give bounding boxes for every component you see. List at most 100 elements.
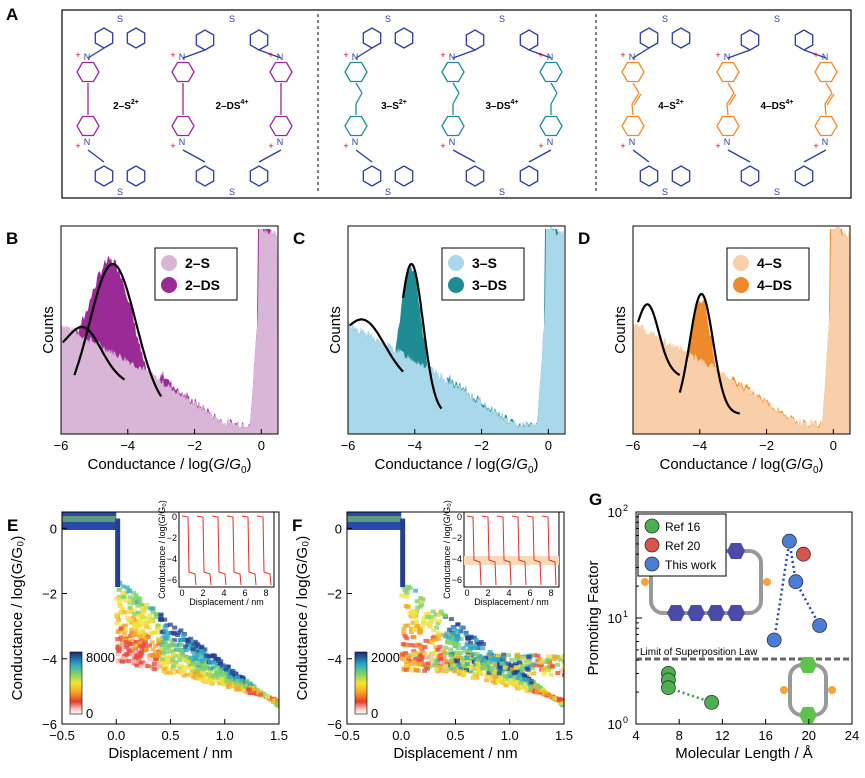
density-E-cell bbox=[116, 618, 122, 622]
hist-C-xlabel: Conductance / log(G/G0) bbox=[375, 456, 539, 476]
density-F-cell bbox=[464, 667, 469, 672]
density-F-cell bbox=[452, 669, 458, 674]
density-F-cell bbox=[517, 660, 523, 665]
density-F-plot bbox=[347, 512, 564, 710]
hist-B-legend-mono: 2–S bbox=[185, 255, 210, 271]
density-F-cell bbox=[484, 678, 490, 683]
density-E-inset-xtick: 2 bbox=[200, 588, 205, 598]
density-F-cell bbox=[557, 655, 563, 660]
density-E-inset-xtick: 6 bbox=[242, 588, 247, 598]
scatter-ylabel: Promoting Factor bbox=[585, 560, 602, 675]
density-F-cell bbox=[418, 596, 424, 600]
scatter-xtick-label: 4 bbox=[632, 728, 639, 743]
density-F-cell bbox=[557, 696, 563, 701]
xlabel-part: 0 bbox=[528, 465, 534, 476]
group-3-mono-charge: 2+ bbox=[399, 99, 407, 106]
density-E-cell bbox=[120, 591, 126, 596]
hist-D-legend-mono: 4–S bbox=[757, 255, 782, 271]
density-F-cell bbox=[528, 663, 534, 667]
density-F-cell bbox=[419, 655, 425, 660]
panel-a-label: A bbox=[6, 5, 18, 24]
density-F-cell bbox=[506, 653, 511, 658]
density-F-cell bbox=[458, 629, 464, 634]
density-E-cell bbox=[232, 681, 238, 685]
density-E-cell bbox=[188, 663, 194, 667]
group-3-dimer-right-ring-top bbox=[539, 61, 563, 83]
density-E-cell bbox=[247, 687, 252, 692]
hist-B-legend-dimer: 2–DS bbox=[185, 277, 220, 293]
group-3-dimer-right-ring-bottom bbox=[539, 115, 563, 137]
density-E-cell bbox=[188, 670, 194, 675]
group-3-dimer-right-plus-top: + bbox=[538, 50, 543, 60]
scatter-legend-marker bbox=[644, 537, 660, 553]
scatter-g: Limit of Superposition Law Ref 16 Ref 20 Th… bbox=[585, 490, 859, 762]
hist-B-fit-dimer bbox=[73, 263, 163, 398]
group-3-mono-text: 3–S bbox=[381, 101, 399, 112]
density-F-cell bbox=[501, 652, 507, 657]
density-F-cell bbox=[422, 615, 427, 620]
density-F-cell bbox=[453, 636, 459, 641]
group-4-mono-side-link1 bbox=[632, 82, 640, 94]
group-4-dimer-arm-tr bbox=[803, 49, 827, 59]
density-F-cell bbox=[475, 666, 481, 671]
cartoon-dimer-unit bbox=[687, 605, 705, 621]
density-E-cell bbox=[197, 653, 203, 658]
density-E-cell bbox=[134, 626, 140, 631]
density-F-cell bbox=[499, 680, 505, 685]
hist-B-xtick-label: 0 bbox=[258, 438, 265, 453]
group-3-dimer-top-ph1 bbox=[465, 29, 485, 51]
density-F-cell bbox=[499, 661, 505, 666]
density-F-cell bbox=[501, 656, 507, 661]
series-this-work-point bbox=[782, 533, 797, 549]
density-E-cell bbox=[116, 600, 122, 605]
group-3-dimer-right-link1 bbox=[550, 82, 558, 94]
density-E-inset bbox=[178, 511, 275, 588]
density-F-cell bbox=[513, 665, 519, 670]
density-F-cell bbox=[515, 683, 521, 688]
density-E-cell bbox=[204, 662, 210, 667]
group-4-mono-side-link3 bbox=[631, 103, 634, 116]
density-E-cell bbox=[171, 638, 177, 643]
density-E-cell bbox=[143, 662, 149, 666]
density-E-cell bbox=[170, 657, 176, 662]
density-F-cell bbox=[424, 655, 430, 660]
density-F-cell bbox=[434, 625, 439, 630]
density-E-cell bbox=[146, 626, 152, 631]
density-F-cell bbox=[455, 634, 461, 639]
density-E-cell bbox=[201, 662, 207, 667]
group-2-dimer-left-ring-top bbox=[171, 61, 195, 83]
xlabel-part: / bbox=[797, 456, 802, 473]
density-E-cell bbox=[282, 706, 287, 710]
group-4-dimer-left-plus-bottom: + bbox=[715, 141, 720, 151]
density-F-cell bbox=[518, 681, 524, 685]
density-F-cell bbox=[460, 673, 466, 678]
group-4-dimer-right-plus-top: + bbox=[813, 50, 818, 60]
density-E-cell bbox=[153, 612, 159, 617]
density-F-cell bbox=[524, 680, 530, 685]
density-F-cell bbox=[468, 669, 474, 674]
density-E-cell bbox=[127, 659, 133, 663]
density-F-cell bbox=[528, 680, 534, 685]
density-F-cell bbox=[444, 651, 450, 656]
density-map-e: −0.5 0.0 0.5 1.0 1.5 0 −2 −4 −6 Displacement / nm… bbox=[7, 500, 288, 762]
density-E-inset-xlabel: Displacement / nm bbox=[189, 597, 264, 607]
group-2-dimer-left-n-top: N bbox=[179, 52, 186, 62]
density-E-cell bbox=[137, 618, 143, 623]
density-F-cell bbox=[413, 656, 419, 661]
density-F-cell bbox=[492, 674, 498, 679]
density-F-cell bbox=[520, 672, 526, 677]
density-F-inset-trace bbox=[511, 515, 527, 586]
density-E-ytick-label: −2 bbox=[42, 587, 57, 602]
density-F-cell bbox=[486, 667, 492, 672]
density-F-inset-ytick: 0 bbox=[457, 512, 462, 522]
density-F-cell bbox=[464, 659, 470, 664]
density-F-cell bbox=[426, 611, 432, 616]
hist-D-xtick-label: −4 bbox=[692, 438, 707, 453]
group-2-dimer-right-ring-bottom bbox=[269, 115, 293, 137]
group-3-mono-bot-ph2 bbox=[394, 165, 414, 187]
hist-C-ylabel: Counts bbox=[327, 306, 344, 354]
scatter-xtick-label: 12 bbox=[715, 728, 729, 743]
density-E-cell bbox=[117, 611, 123, 616]
group-2-mono-side-ring-top bbox=[76, 61, 100, 83]
group-3-dimer-right-n-top: N bbox=[547, 52, 554, 62]
